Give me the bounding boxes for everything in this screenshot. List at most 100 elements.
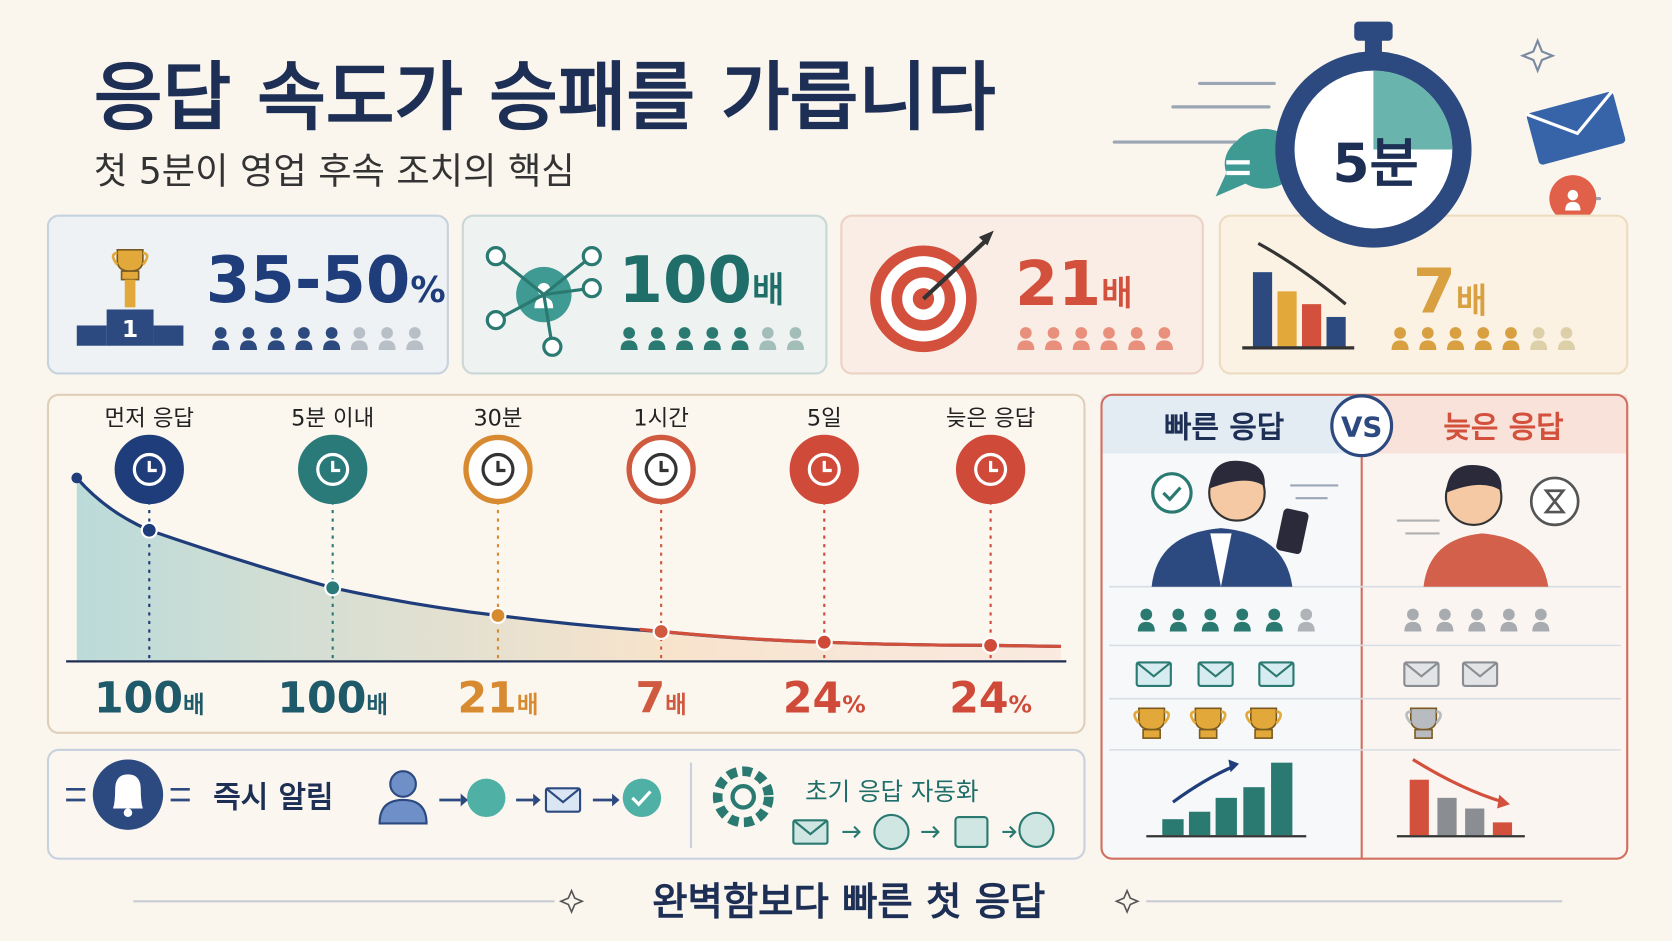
step-icon-inner — [132, 452, 166, 486]
slow-bar — [1492, 822, 1513, 836]
person-head — [214, 327, 227, 339]
arrow-shaft — [921, 238, 988, 301]
slow-person-hair — [1445, 465, 1502, 493]
podium-rank: 1 — [122, 315, 138, 343]
step-label: 늦은 응답 — [946, 406, 1035, 432]
person-head — [1477, 327, 1490, 339]
person-head — [381, 327, 393, 339]
value-text: 24% — [783, 674, 866, 724]
value-text: 35-50% — [206, 244, 446, 318]
bar-icon — [1252, 272, 1273, 347]
person-head — [1560, 327, 1573, 339]
person-head — [1103, 327, 1115, 339]
mail-icon — [1526, 91, 1626, 165]
person-head — [1505, 327, 1517, 339]
flow-check — [622, 778, 662, 818]
person-body — [703, 340, 721, 351]
slow-bar — [1465, 808, 1485, 836]
step-icon-inner — [974, 452, 1008, 486]
step-icon-hand — [822, 460, 832, 473]
network-link — [542, 254, 593, 296]
auto-user — [1018, 811, 1055, 848]
value: 7 — [636, 674, 666, 724]
stopwatch-crown — [1354, 21, 1393, 41]
person-head — [1567, 189, 1579, 201]
unit: 배 — [1456, 282, 1487, 322]
trophy — [1138, 707, 1166, 731]
auto-calendar — [954, 815, 989, 848]
person-head — [1172, 608, 1185, 621]
curve-point — [982, 636, 1000, 654]
fast-heading: 빠른 응답 — [1164, 410, 1284, 445]
fast-person-hair — [1209, 460, 1265, 489]
person-head — [1407, 608, 1419, 621]
flow-user-body — [378, 798, 428, 825]
person-head — [1268, 608, 1281, 621]
curve-point — [489, 606, 507, 625]
network-node — [542, 336, 563, 357]
step-icon-inner — [807, 452, 841, 486]
network-node — [581, 246, 602, 267]
person-body — [676, 340, 694, 351]
person-body — [1045, 340, 1063, 351]
person-head — [1449, 327, 1462, 339]
person-head — [408, 327, 421, 339]
person-body — [406, 340, 424, 351]
person-head — [789, 327, 802, 339]
person-body — [648, 340, 666, 351]
compare-slow-bg — [1361, 394, 1628, 859]
curve-start — [71, 472, 83, 484]
check-mark — [1162, 486, 1182, 502]
person-body — [1404, 621, 1422, 632]
person-body — [378, 340, 396, 351]
flow-user-head — [389, 770, 417, 798]
person-head — [734, 327, 746, 339]
trophy-base — [1142, 728, 1161, 739]
person-body — [759, 340, 777, 351]
fast-trend — [1172, 764, 1236, 804]
fast-bar — [1243, 787, 1265, 836]
person-head — [325, 327, 338, 339]
footer-sparkle — [558, 888, 585, 914]
phone — [1276, 508, 1309, 555]
curve-point — [815, 633, 833, 651]
chat-line — [1226, 160, 1250, 165]
unit: 배 — [183, 691, 205, 719]
person-body — [239, 340, 257, 351]
value: 21 — [458, 674, 517, 724]
value: 100 — [618, 244, 752, 318]
flow-chat — [467, 778, 506, 818]
slow-bar — [1409, 779, 1429, 836]
value-text: 7배 — [636, 674, 687, 724]
envelope-flap — [545, 787, 581, 804]
envelope-flap — [1403, 661, 1440, 678]
bar-icon — [1301, 304, 1322, 347]
instant-alert: 즉시 알림 — [213, 780, 333, 815]
flow-arrowhead — [460, 793, 469, 807]
person-body — [1072, 340, 1090, 351]
value-text: 7배 — [1413, 256, 1487, 328]
fast-check-bubble — [1151, 472, 1193, 514]
person-head — [1394, 327, 1406, 339]
auto-arrow — [842, 825, 861, 839]
step-icon-inner — [481, 452, 515, 486]
step-label: 먼저 응답 — [105, 406, 194, 432]
arrow-fletch — [978, 230, 994, 246]
trophy-base — [1198, 728, 1218, 739]
flow-arrowhead — [612, 793, 620, 807]
person-body — [1530, 340, 1548, 351]
trophy-base — [1414, 728, 1433, 739]
curve-area — [76, 477, 1061, 661]
gear-hub — [730, 784, 757, 810]
person-body — [1128, 340, 1146, 351]
person-head — [1130, 327, 1143, 339]
step-label: 1시간 — [633, 406, 688, 432]
stopwatch-sector — [1373, 70, 1453, 150]
value-text: 100배 — [94, 674, 205, 724]
envelope-flap — [1462, 661, 1498, 678]
vs-badge — [1330, 394, 1394, 458]
unit: % — [1009, 691, 1032, 719]
person-body — [1100, 340, 1118, 351]
person-body — [1474, 340, 1492, 351]
